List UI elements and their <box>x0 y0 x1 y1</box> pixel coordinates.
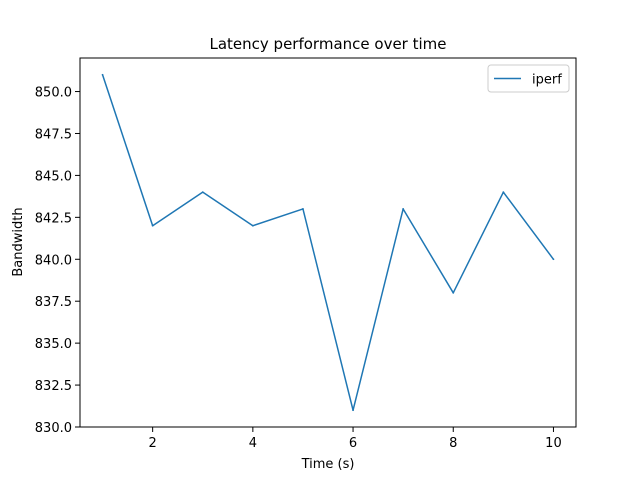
data-point <box>151 224 154 227</box>
legend-label: iperf <box>532 73 562 88</box>
x-tick-label: 2 <box>149 436 157 451</box>
y-tick-label: 835.0 <box>35 337 72 352</box>
data-point <box>402 208 405 210</box>
data-point <box>352 409 354 412</box>
y-tick-label: 837.5 <box>35 295 72 310</box>
x-axis: 2 4 6 8 10 <box>149 427 562 451</box>
x-tick-label: 6 <box>349 436 357 451</box>
x-tick-label: 4 <box>249 436 257 451</box>
x-axis-label: Time (s) <box>301 457 355 472</box>
y-tick-label: 842.5 <box>35 211 72 226</box>
y-axis: 830.0 832.5 835.0 837.5 840.0 842.5 845.0 847.5… <box>35 86 80 436</box>
data-point <box>552 258 555 261</box>
data-point <box>201 191 204 194</box>
y-tick-label: 845.0 <box>35 169 72 184</box>
y-tick-label: 850.0 <box>35 86 72 101</box>
x-tick-label: 8 <box>449 436 457 451</box>
legend-box <box>487 64 570 93</box>
y-axis-label: Bandwidth <box>11 207 26 276</box>
y-tick-label: 832.5 <box>35 379 72 394</box>
legend: iperf <box>487 64 570 93</box>
series-layer <box>101 73 555 412</box>
data-point <box>251 224 254 227</box>
y-tick-label: 847.5 <box>35 127 72 142</box>
data-point <box>452 291 455 294</box>
x-tick-label: 10 <box>545 436 562 451</box>
y-tick-label: 830.0 <box>35 421 72 436</box>
data-point <box>302 208 304 210</box>
plot-area <box>79 57 577 428</box>
chart-title: Latency performance over time <box>210 35 447 53</box>
data-point <box>502 191 505 194</box>
series-line-iperf <box>101 74 555 411</box>
y-tick-label: 840.0 <box>35 253 72 268</box>
data-point <box>101 73 104 76</box>
